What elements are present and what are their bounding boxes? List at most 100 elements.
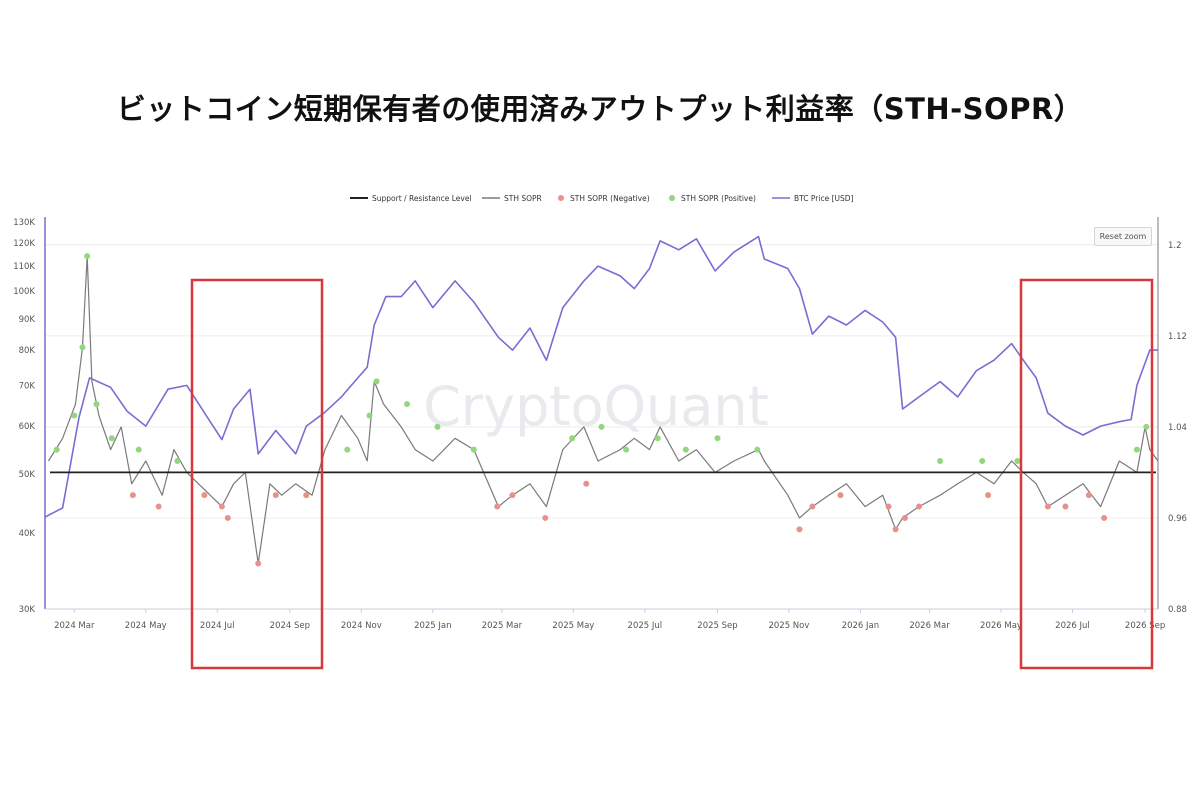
left-axis-tick-label: 30K — [19, 605, 36, 615]
x-axis-tick-label: 2026 Mar — [909, 621, 950, 631]
highlight-box-2024 — [190, 278, 324, 670]
left-axis-tick-label: 80K — [19, 346, 36, 356]
sopr-positive-point — [654, 435, 661, 442]
sopr-negative-point — [494, 503, 501, 510]
x-axis-tick-label: 2025 Sep — [697, 621, 737, 631]
sopr-positive-point — [937, 458, 944, 465]
sopr-positive-point — [404, 401, 411, 408]
sopr-positive-point — [135, 446, 142, 453]
series-sth-sopr — [47, 255, 1159, 565]
legend-item-sth-sopr[interactable]: STH SOPR — [482, 194, 542, 203]
sopr-negative-point — [201, 492, 208, 499]
sopr-positive-point — [373, 378, 380, 385]
sopr-positive-point — [714, 435, 721, 442]
sopr-negative-point — [809, 503, 816, 510]
left-axis-tick-label: 100K — [13, 287, 35, 297]
sopr-negative-point — [1062, 503, 1069, 510]
series-btc-price — [44, 235, 1158, 518]
sopr-negative-point — [1085, 492, 1092, 499]
series-sth-sopr-negative — [129, 480, 1108, 567]
x-axis-tick-label: 2024 Mar — [54, 621, 95, 631]
sopr-negative-point — [1101, 514, 1108, 521]
legend-item-sopr-negative[interactable]: STH SOPR (Negative) — [558, 194, 650, 203]
btc-price-line — [44, 235, 1158, 518]
sopr-negative-point — [129, 492, 136, 499]
sopr-negative-point — [915, 503, 922, 510]
x-axis-tick-label: 2025 Jul — [628, 621, 663, 631]
sopr-negative-point — [218, 503, 225, 510]
sopr-negative-point — [224, 514, 231, 521]
right-axis-tick-label: 1.2 — [1168, 241, 1182, 251]
legend-item-support[interactable]: Support / Resistance Level — [350, 194, 472, 203]
legend: Support / Resistance Level STH SOPR STH … — [350, 194, 854, 203]
legend-item-sopr-positive[interactable]: STH SOPR (Positive) — [669, 194, 756, 203]
sopr-negative-point — [885, 503, 892, 510]
x-axis-tick-label: 2025 May — [552, 621, 594, 631]
legend-item-btc-price[interactable]: BTC Price [USD] — [772, 194, 854, 203]
left-axis-tick-label: 130K — [13, 218, 35, 228]
left-axis-tick-label: 90K — [19, 315, 36, 325]
sopr-positive-point — [71, 412, 78, 419]
sopr-positive-point — [569, 435, 576, 442]
right-axis-tick-label: 1.12 — [1168, 332, 1187, 342]
page-title: ビットコイン短期保有者の使用済みアウトプット利益率（STH-SOPR） — [116, 92, 1084, 126]
sopr-positive-point — [174, 458, 181, 465]
left-axis-tick-label: 40K — [19, 529, 36, 539]
x-axis-tick-label: 2025 Jan — [414, 621, 451, 631]
legend-label-support: Support / Resistance Level — [372, 194, 472, 203]
x-axis-tick-label: 2025 Nov — [768, 621, 809, 631]
sopr-negative-point — [155, 503, 162, 510]
sopr-positive-point — [53, 446, 60, 453]
sopr-positive-point — [682, 446, 689, 453]
sopr-positive-point — [1143, 423, 1150, 430]
right-axis: 0.88 0.96 1.04 1.12 1.2 — [1157, 217, 1187, 615]
legend-marker-sopr-positive — [669, 195, 675, 201]
sopr-negative-point — [901, 514, 908, 521]
legend-label-sth-sopr: STH SOPR — [504, 194, 542, 203]
watermark: CryptoQuant — [423, 375, 769, 438]
sopr-positive-point — [93, 401, 100, 408]
highlight-box-2026 — [1019, 278, 1154, 670]
sopr-positive-point — [108, 435, 115, 442]
sopr-negative-point — [509, 492, 516, 499]
left-axis-tick-label: 50K — [19, 470, 36, 480]
x-axis: 2024 Mar 2024 May 2024 Jul 2024 Sep 2024 Nov… — [45, 608, 1165, 631]
sopr-positive-point — [344, 446, 351, 453]
sopr-positive-point — [470, 446, 477, 453]
sopr-positive-point — [84, 253, 91, 260]
x-axis-tick-label: 2024 May — [125, 621, 167, 631]
reset-zoom-button[interactable]: Reset zoom — [1094, 227, 1152, 246]
x-axis-tick-label: 2024 Sep — [270, 621, 310, 631]
sopr-negative-point — [796, 526, 803, 533]
legend-label-sopr-negative: STH SOPR (Negative) — [570, 194, 650, 203]
sopr-negative-point — [837, 492, 844, 499]
legend-label-btc-price: BTC Price [USD] — [794, 194, 854, 203]
sopr-positive-point — [434, 423, 441, 430]
x-axis-tick-label: 2024 Jul — [200, 621, 235, 631]
x-axis-tick-label: 2026 Jan — [842, 621, 879, 631]
series-sth-sopr-positive — [53, 253, 1150, 465]
sopr-negative-point — [255, 560, 262, 567]
right-axis-tick-label: 0.88 — [1168, 605, 1187, 615]
sopr-positive-point — [1014, 458, 1021, 465]
sopr-negative-point — [1044, 503, 1051, 510]
sopr-positive-point — [754, 446, 761, 453]
sopr-positive-point — [1133, 446, 1140, 453]
legend-label-sopr-positive: STH SOPR (Positive) — [681, 194, 756, 203]
sopr-negative-point — [272, 492, 279, 499]
x-axis-tick-label: 2026 Sep — [1125, 621, 1165, 631]
x-axis-tick-label: 2024 Nov — [341, 621, 382, 631]
sopr-negative-point — [583, 480, 590, 487]
sopr-positive-point — [623, 446, 630, 453]
legend-marker-sopr-negative — [558, 195, 564, 201]
sth-sopr-line — [47, 255, 1159, 565]
left-axis-tick-label: 110K — [13, 262, 35, 272]
sopr-positive-point — [366, 412, 373, 419]
x-axis-tick-label: 2026 May — [980, 621, 1022, 631]
right-axis-tick-label: 0.96 — [1168, 514, 1187, 524]
x-axis-tick-label: 2025 Mar — [482, 621, 523, 631]
sopr-positive-point — [79, 344, 86, 351]
left-axis-tick-label: 70K — [19, 381, 36, 391]
